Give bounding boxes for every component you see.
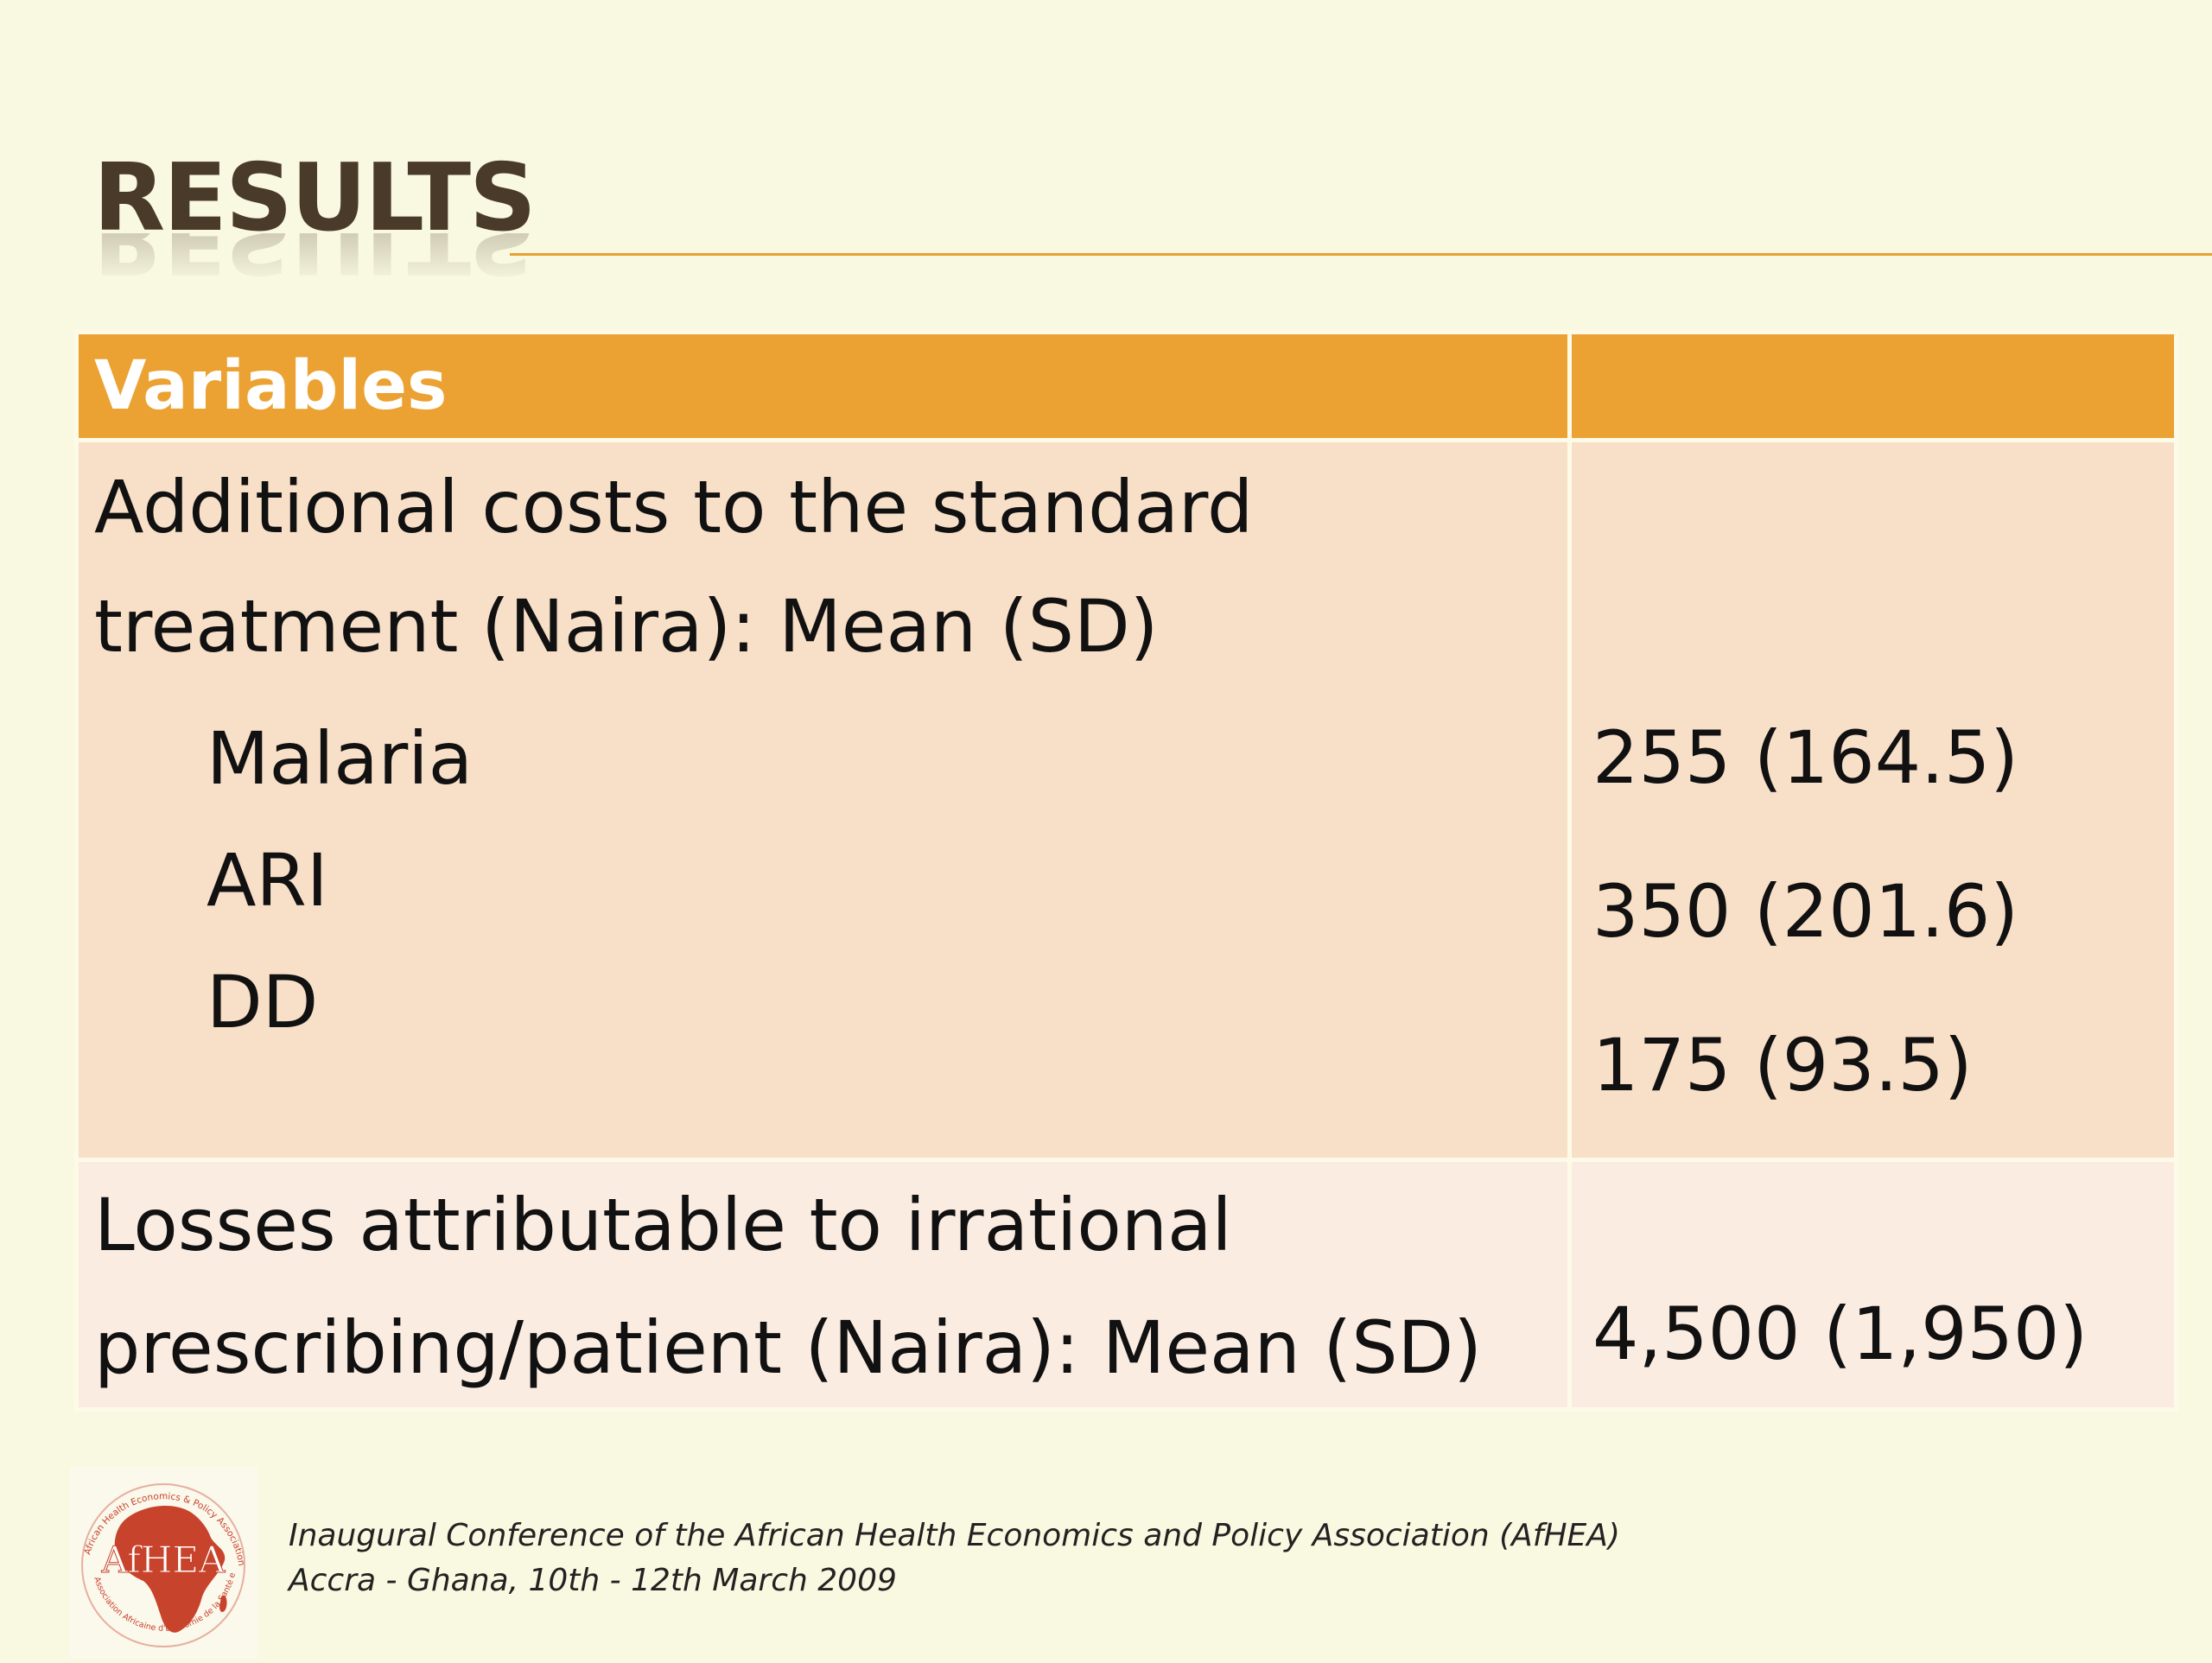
row2-value: 4,500 (1,950) [1592, 1292, 2088, 1376]
row1-sub-list: Malaria ARI DD [79, 698, 1567, 1063]
row2-value-cell: 4,500 (1,950) [1567, 1158, 2178, 1412]
afhea-logo: African Health Economics & Policy Associ… [67, 1460, 257, 1659]
row2-label-line1: Losses attributable to irrational [94, 1183, 1232, 1267]
row1-label-line1: Additional costs to the standard [94, 465, 1254, 549]
row2-variable-cell: Losses attributable to irrational prescr… [74, 1158, 1572, 1412]
sub-item-dd: DD [207, 960, 319, 1044]
value-dd: 175 (93.5) [1592, 1023, 1973, 1108]
sub-item-malaria: Malaria [207, 716, 474, 801]
footer-conference: Inaugural Conference of the African Heal… [289, 1518, 1620, 1553]
results-table: Variables Additional costs to the standa… [74, 330, 2178, 1412]
afhea-logo-graphic: African Health Economics & Policy Associ… [67, 1460, 246, 1647]
value-malaria: 255 (164.5) [1592, 715, 2019, 800]
row1-value-cell: 255 (164.5) 350 (201.6) 175 (93.5) [1567, 438, 2178, 1162]
header-variables: Variables [74, 330, 1572, 442]
table-row: Losses attributable to irrational prescr… [74, 1158, 2178, 1412]
footer-location-date: Accra - Ghana, 10th - 12th March 2009 [289, 1563, 897, 1598]
title-block: RESULTS RESULTS [93, 144, 537, 286]
sub-item-ari: ARI [207, 838, 328, 923]
table-header-row: Variables [74, 330, 2178, 442]
footer: Inaugural Conference of the African Heal… [289, 1514, 1620, 1603]
slide-title-reflection: RESULTS [93, 233, 535, 285]
value-ari: 350 (201.6) [1592, 869, 2019, 954]
row2-label-line2: prescribing/patient (Naira): Mean (SD) [94, 1305, 1482, 1390]
logo-text: AfHEA [101, 1539, 226, 1581]
row1-label-line2: treatment (Naira): Mean (SD) [94, 584, 1159, 669]
table-row: Additional costs to the standard treatme… [74, 438, 2178, 1162]
title-divider [510, 253, 2212, 256]
header-value [1567, 330, 2178, 442]
row1-value-list: 255 (164.5) 350 (201.6) 175 (93.5) [1572, 696, 2174, 1158]
africa-map-icon [114, 1506, 226, 1633]
madagascar-icon [219, 1595, 227, 1612]
slide-title: RESULTS [93, 144, 537, 252]
row1-variable-cell: Additional costs to the standard treatme… [74, 438, 1572, 1162]
